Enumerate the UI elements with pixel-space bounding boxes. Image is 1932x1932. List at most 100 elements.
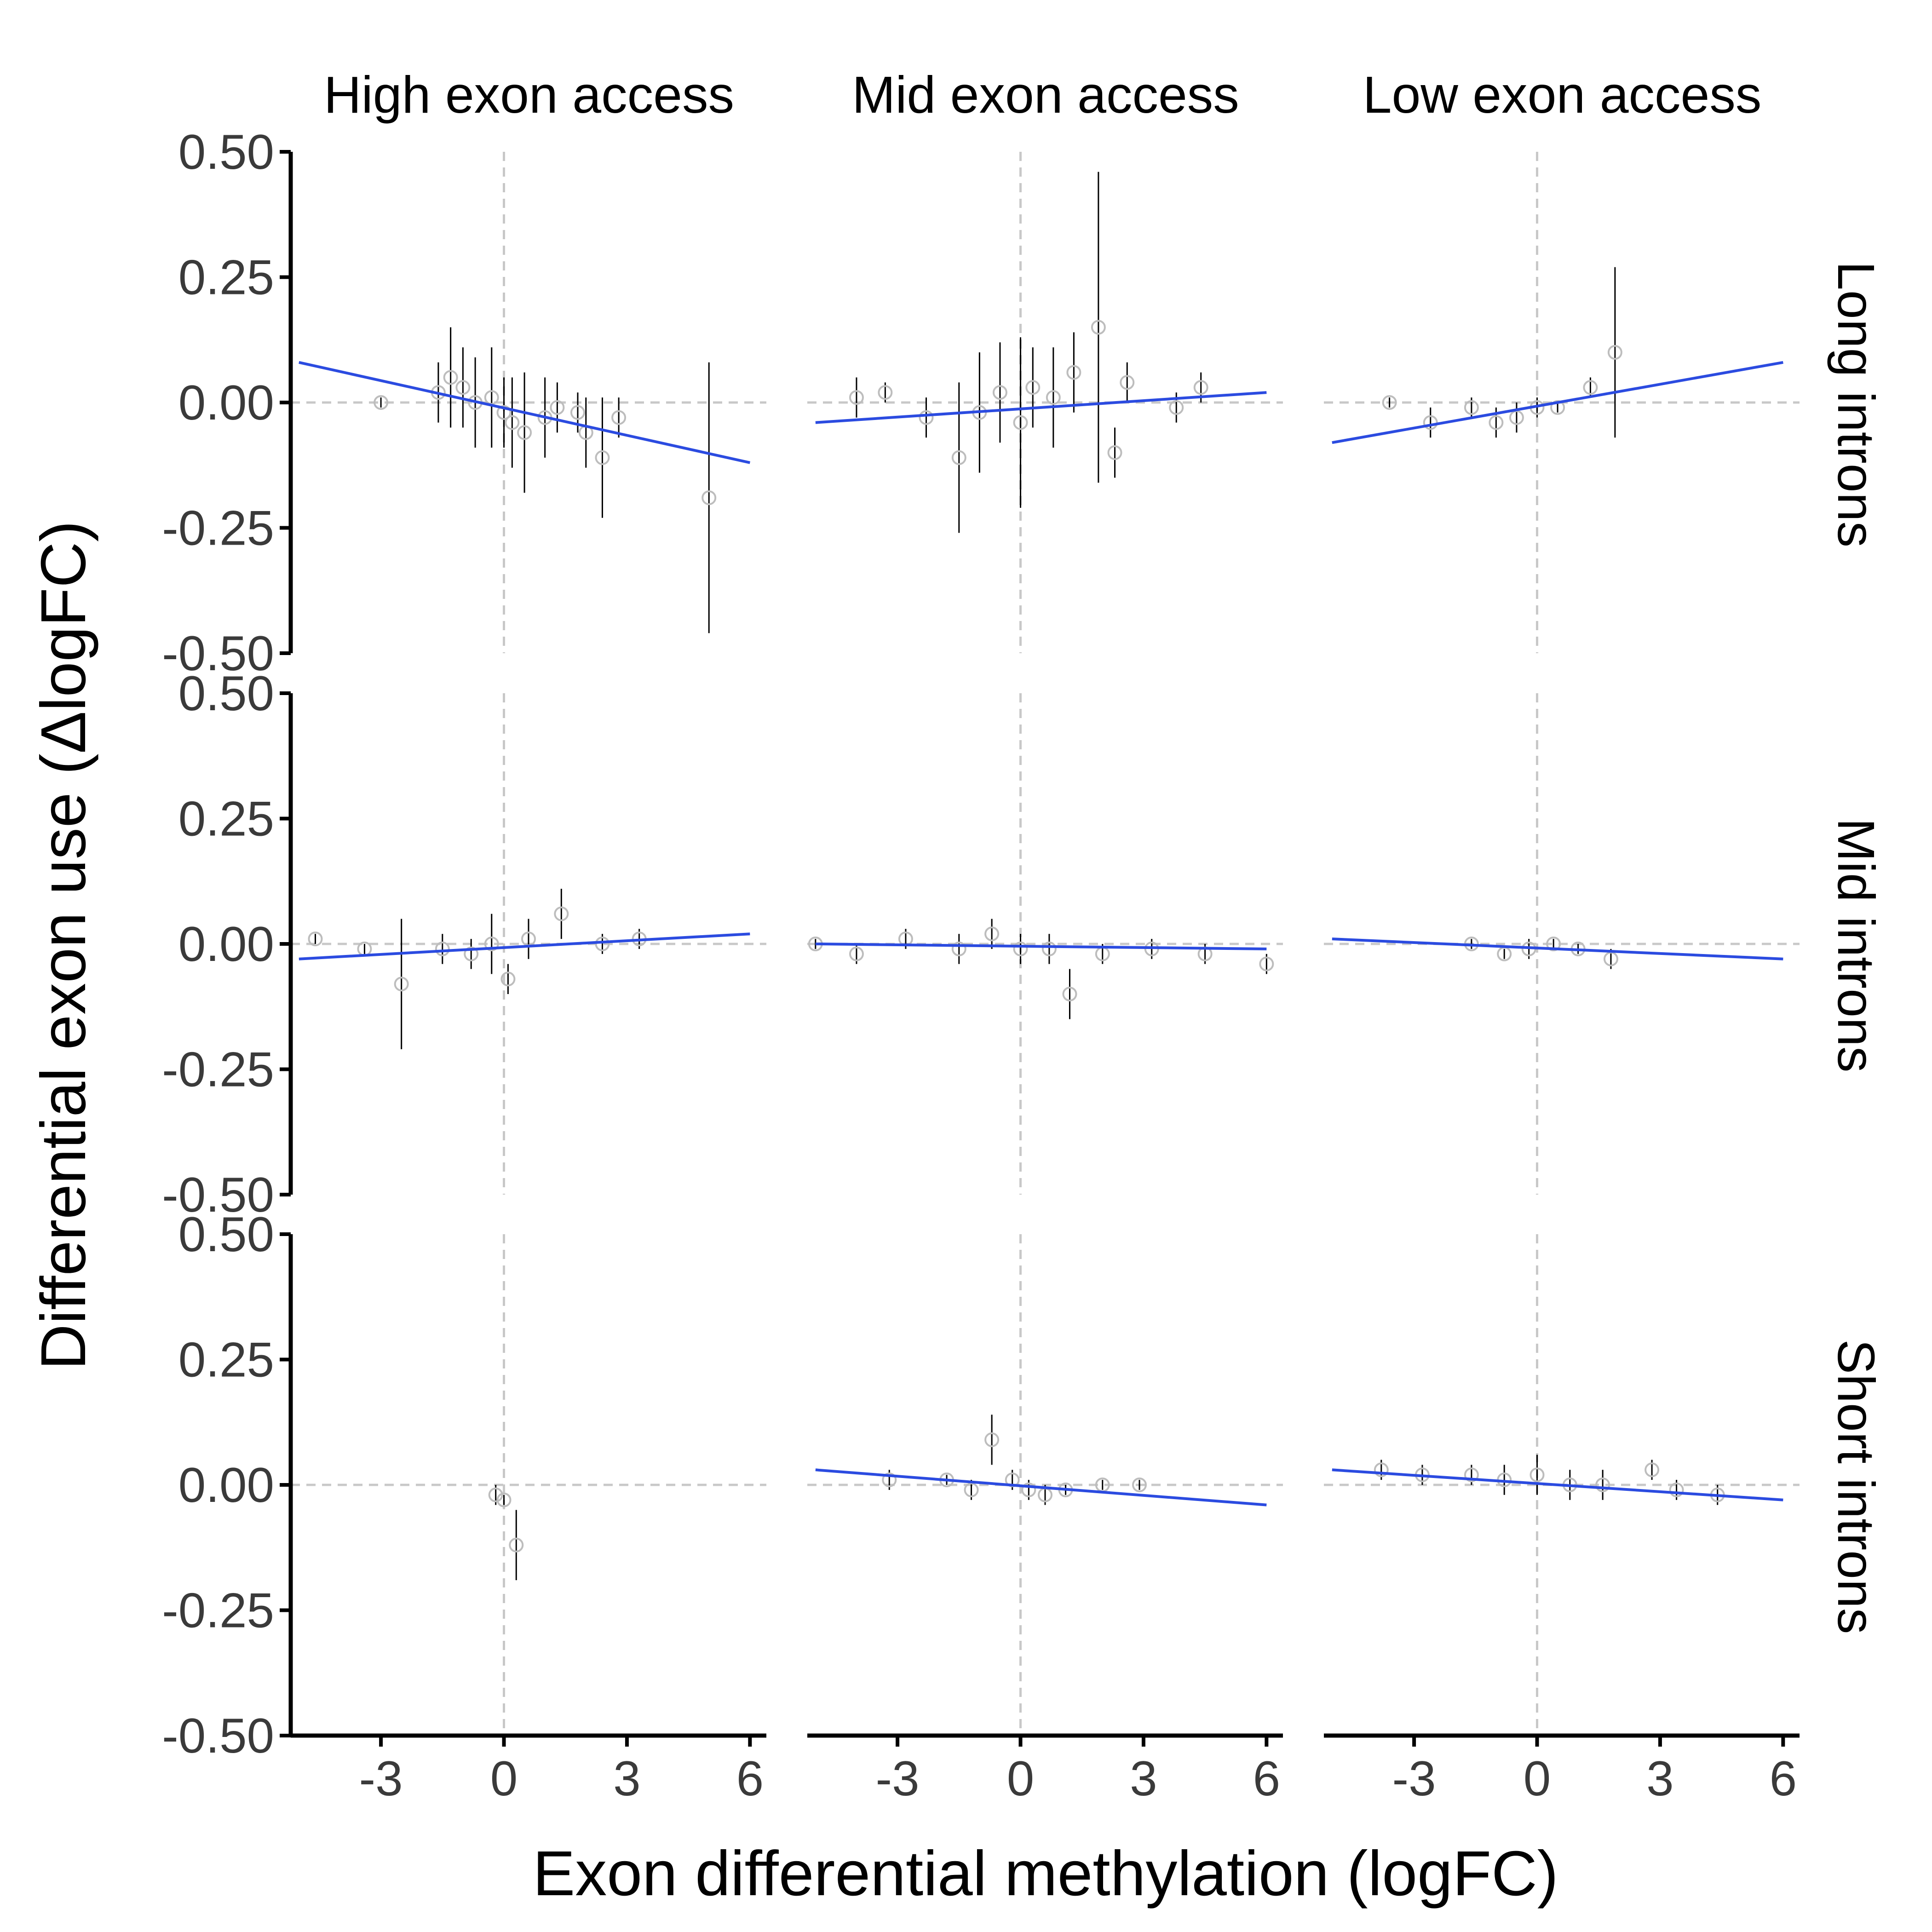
fit-line [299, 361, 750, 464]
data-point [1644, 1462, 1660, 1478]
data-point [849, 390, 864, 405]
x-tick-label: 6 [1770, 1751, 1797, 1806]
data-point [1669, 1482, 1684, 1497]
data-point [1107, 445, 1122, 460]
data-point [595, 450, 610, 465]
row-strip-long: Long introns [1827, 261, 1885, 547]
data-point [435, 941, 450, 956]
data-point [1550, 400, 1565, 415]
data-point [554, 906, 569, 921]
data-point [951, 941, 966, 956]
data-point [1546, 937, 1561, 951]
fit-line [1332, 361, 1783, 444]
data-point [849, 946, 864, 961]
col-strip-low: Low exon access [1363, 66, 1762, 124]
data-point [308, 932, 323, 947]
data-point [517, 425, 532, 440]
data-point [1091, 320, 1106, 335]
y-tick-label: -0.25 [162, 1042, 274, 1097]
y-tick-label: 0.00 [178, 916, 274, 972]
data-point [702, 490, 717, 506]
data-point [1607, 345, 1622, 360]
row-strip-short: Short introns [1827, 1340, 1885, 1634]
y-tick-label: 0.50 [178, 666, 274, 721]
data-point [550, 400, 565, 415]
data-point [1169, 400, 1184, 415]
data-point [1464, 400, 1479, 415]
data-point [374, 395, 389, 410]
fit-line [815, 1468, 1267, 1506]
y-tick-label: 0.50 [178, 1207, 274, 1262]
data-point [505, 415, 520, 430]
y-tick-label: 0.25 [178, 250, 274, 305]
data-point [464, 946, 479, 961]
col-strip-mid: Mid exon access [852, 66, 1239, 124]
data-point [1041, 941, 1057, 956]
y-tick-label: -0.25 [162, 500, 274, 556]
fit-line [299, 932, 750, 960]
data-point [1382, 395, 1397, 410]
y-axis-title: Differential exon use (ΔlogFC) [28, 521, 99, 1370]
data-point [1595, 1478, 1610, 1492]
data-point [1193, 380, 1208, 395]
data-point [984, 926, 1000, 942]
data-point [1025, 380, 1041, 395]
panel-r0-c1 [807, 152, 1283, 653]
y-tick-label: 0.50 [178, 124, 274, 179]
data-point [496, 1492, 512, 1507]
y-tick-label: 0.00 [178, 375, 274, 430]
data-point [1259, 956, 1274, 972]
x-tick-label: 0 [1007, 1751, 1035, 1806]
panel-r1-c1 [807, 693, 1283, 1195]
x-tick-label: 0 [490, 1751, 518, 1806]
data-point [1132, 1478, 1147, 1492]
data-point [878, 385, 893, 400]
x-tick-label: -3 [359, 1751, 403, 1806]
x-axis-title: Exon differential methylation (logFC) [533, 1838, 1558, 1909]
data-point [919, 410, 934, 425]
x-tick-label: 3 [613, 1751, 641, 1806]
panel-r0-c0 [291, 152, 766, 653]
data-point [484, 937, 499, 951]
panel-r2-c2 [1324, 1234, 1800, 1736]
fit-line [1332, 1468, 1783, 1501]
data-point [488, 1487, 503, 1502]
y-tick-label: 0.25 [178, 791, 274, 846]
col-strip-high: High exon access [324, 66, 734, 124]
data-point [1374, 1462, 1389, 1478]
data-point [1066, 365, 1081, 380]
data-point [455, 380, 471, 395]
fit-line [1332, 937, 1783, 960]
data-point [1013, 415, 1028, 430]
x-tick-label: 6 [1253, 1751, 1281, 1806]
data-point [1530, 1467, 1545, 1483]
data-point [984, 1432, 1000, 1447]
y-tick-label: -0.25 [162, 1583, 274, 1638]
data-point [570, 405, 585, 420]
panel-r2-c0 [291, 1234, 766, 1736]
data-point [496, 405, 512, 420]
data-point [1062, 987, 1077, 1001]
data-point [1013, 941, 1028, 956]
panel-r1-c2 [1324, 693, 1800, 1195]
y-tick-label: 0.25 [178, 1332, 274, 1387]
x-tick-label: 6 [736, 1751, 764, 1806]
panel-r1-c0 [291, 693, 766, 1195]
x-tick-label: -3 [876, 1751, 920, 1806]
y-tick-label: 0.00 [178, 1457, 274, 1512]
data-point [500, 972, 516, 987]
data-point [1046, 390, 1061, 405]
data-point [992, 385, 1007, 400]
data-point [964, 1482, 979, 1497]
data-point [394, 977, 409, 992]
y-tick-label: -0.50 [162, 1708, 274, 1763]
panel-r2-c1 [807, 1234, 1283, 1736]
row-strip-mid: Mid introns [1827, 818, 1885, 1073]
y-tick-label: -0.50 [162, 626, 274, 681]
data-point [951, 450, 966, 465]
data-point [611, 410, 627, 425]
data-point [509, 1537, 524, 1552]
x-tick-label: 3 [1646, 1751, 1674, 1806]
data-point [1464, 1467, 1479, 1483]
